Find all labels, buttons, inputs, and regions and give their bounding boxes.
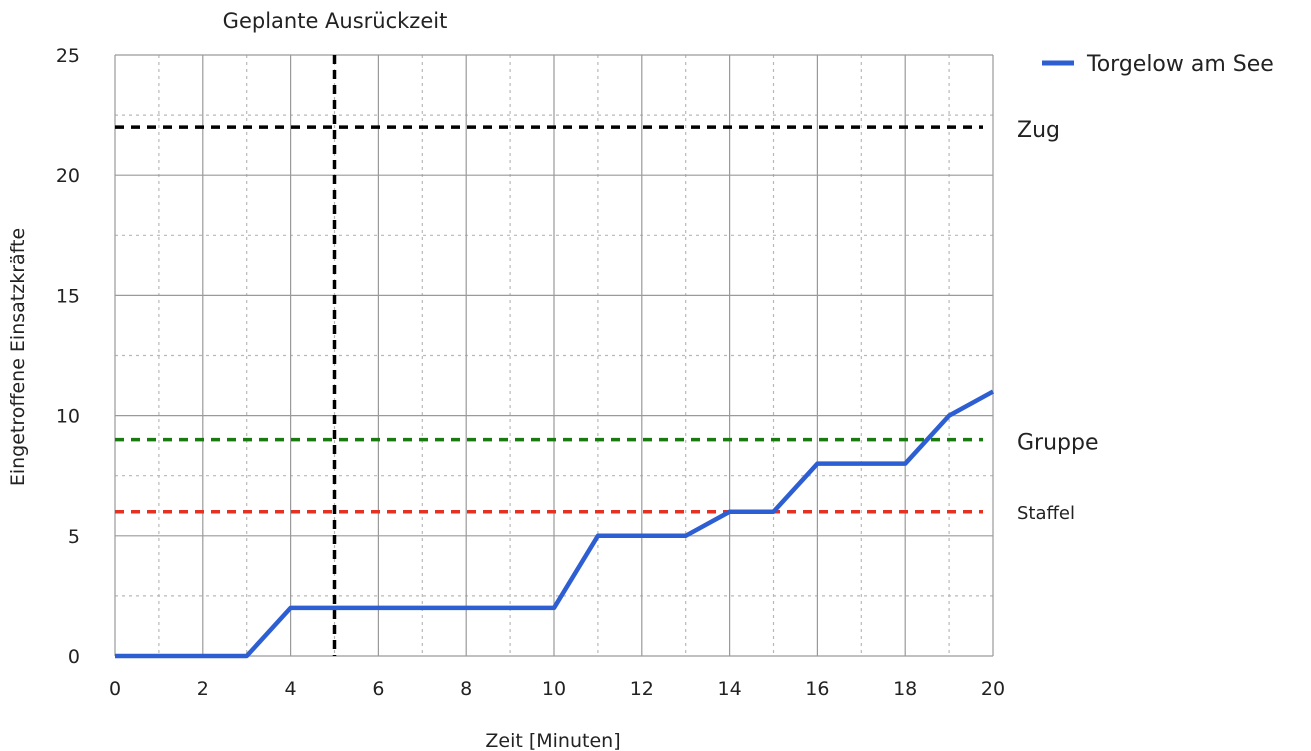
x-tick-label: 8 <box>460 678 472 700</box>
x-tick-labels: 0 2 4 6 8 10 12 14 16 18 20 <box>109 678 1005 700</box>
x-tick-label: 6 <box>372 678 384 700</box>
x-tick-label: 14 <box>718 678 742 700</box>
x-tick-label: 16 <box>805 678 829 700</box>
x-axis-title: Zeit [Minuten] <box>485 730 620 751</box>
y-tick-label: 25 <box>56 45 80 67</box>
y-tick-label: 15 <box>56 285 80 307</box>
x-tick-label: 2 <box>197 678 209 700</box>
x-tick-label: 18 <box>893 678 917 700</box>
reference-lines: Zug Gruppe Staffel <box>115 118 1099 524</box>
reference-line-label: Zug <box>1017 118 1060 143</box>
y-axis-title: Eingetroffene Einsatzkräfte <box>7 228 29 486</box>
reference-line-label: Gruppe <box>1017 431 1099 456</box>
x-tick-label: 20 <box>981 678 1005 700</box>
x-tick-label: 10 <box>542 678 566 700</box>
y-tick-label: 20 <box>56 165 80 187</box>
x-tick-label: 4 <box>285 678 297 700</box>
legend: Torgelow am See <box>1042 52 1274 77</box>
reference-line-label: Staffel <box>1017 503 1075 524</box>
y-tick-labels: 0 5 10 15 20 25 <box>56 45 80 668</box>
y-tick-label: 0 <box>68 646 80 668</box>
minor-gridlines <box>115 55 993 656</box>
y-tick-label: 10 <box>56 406 80 428</box>
planned-dispatch-label: Geplante Ausrückzeit <box>223 9 448 33</box>
series-group <box>115 389 995 659</box>
legend-label: Torgelow am See <box>1086 52 1274 77</box>
major-gridlines <box>114 54 994 657</box>
x-tick-label: 12 <box>630 678 654 700</box>
series-line <box>115 389 995 659</box>
x-tick-label: 0 <box>109 678 121 700</box>
y-tick-label: 5 <box>68 526 80 548</box>
